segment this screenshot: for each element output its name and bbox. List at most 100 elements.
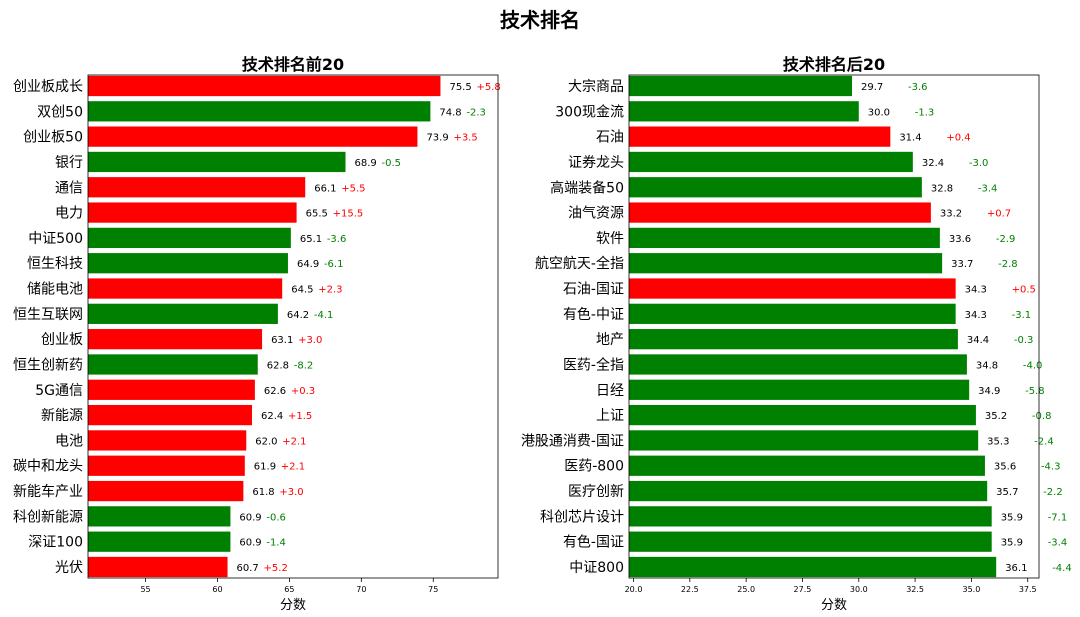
change-label: -2.8	[998, 259, 1018, 270]
bar	[88, 202, 297, 223]
category-label: 高端装备50	[550, 179, 624, 196]
category-label: 科创芯片设计	[540, 509, 624, 525]
x-tick-label: 55	[140, 585, 150, 594]
category-label: 5G通信	[35, 383, 83, 399]
change-label: +0.5	[1012, 285, 1036, 296]
value-label: 34.3	[965, 310, 987, 321]
x-tick-label: 37.5	[1019, 585, 1037, 594]
change-label: -3.0	[969, 158, 989, 169]
value-label: 64.5	[291, 285, 313, 296]
value-label: 64.9	[297, 259, 319, 270]
change-label: -1.4	[266, 538, 286, 549]
bar	[629, 430, 979, 451]
value-label: 34.8	[976, 360, 998, 371]
bar	[629, 531, 992, 552]
value-label: 35.9	[1001, 538, 1023, 549]
bar	[88, 75, 441, 97]
bar	[629, 101, 859, 122]
change-label: -8.2	[294, 360, 314, 371]
change-label: +3.0	[279, 487, 303, 498]
change-label: -0.6	[266, 512, 286, 523]
value-label: 34.4	[967, 335, 989, 346]
change-label: -3.6	[327, 234, 347, 245]
value-label: 62.0	[255, 436, 277, 447]
bar	[629, 303, 956, 324]
category-label: 地产	[596, 332, 624, 348]
change-label: -3.4	[978, 183, 998, 194]
category-label: 恒生创新药	[13, 357, 83, 373]
value-label: 33.6	[949, 234, 971, 245]
value-label: 60.9	[239, 512, 261, 523]
change-label: -6.1	[324, 259, 344, 270]
value-label: 65.5	[306, 209, 328, 220]
change-label: +5.2	[264, 563, 288, 574]
value-label: 29.7	[861, 82, 883, 93]
bar	[629, 556, 997, 578]
value-label: 33.7	[951, 259, 973, 270]
change-label: +0.7	[987, 209, 1011, 220]
category-label: 日经	[596, 383, 624, 399]
x-tick-label: 35.0	[963, 585, 981, 594]
value-label: 60.9	[239, 538, 261, 549]
bar	[88, 151, 346, 173]
category-label: 300现金流	[555, 104, 624, 120]
bar	[629, 75, 853, 97]
change-label: -2.9	[996, 234, 1016, 245]
value-label: 64.2	[287, 310, 309, 321]
chart-title: 技术排名前20	[242, 55, 344, 74]
category-label: 医疗创新	[568, 484, 624, 500]
bar	[88, 126, 418, 147]
value-label: 60.7	[237, 563, 259, 574]
category-label: 深证100	[28, 535, 83, 551]
bar	[629, 480, 988, 502]
x-tick-label: 60	[212, 585, 222, 594]
bar	[88, 506, 231, 527]
bar	[88, 556, 228, 578]
change-label: +3.0	[298, 335, 322, 346]
change-label: -0.8	[1032, 411, 1052, 422]
value-label: 61.9	[254, 462, 276, 473]
category-label: 医药-800	[564, 459, 624, 475]
bar	[88, 480, 244, 502]
chart-title: 技术排名后20	[783, 55, 885, 74]
value-label: 32.4	[922, 158, 944, 169]
category-label: 软件	[596, 231, 624, 247]
bar	[629, 379, 970, 400]
category-label: 石油	[596, 130, 624, 146]
category-label: 油气资源	[568, 206, 624, 222]
category-label: 有色-国证	[563, 534, 624, 551]
x-tick-label: 30.0	[850, 585, 868, 594]
change-label: -7.1	[1048, 512, 1068, 523]
change-label: +3.5	[453, 133, 477, 144]
category-label: 上证	[596, 408, 624, 424]
change-label: +0.4	[946, 133, 970, 144]
bar	[88, 404, 252, 426]
category-label: 恒生科技	[27, 256, 83, 272]
x-tick-label: 32.5	[906, 585, 924, 594]
bar	[629, 253, 943, 274]
x-tick-label: 65	[284, 585, 294, 594]
change-label: +5.5	[341, 183, 365, 194]
change-label: -4.0	[1023, 360, 1043, 371]
x-tick-label: 25.0	[737, 585, 755, 594]
value-label: 35.6	[994, 462, 1016, 473]
value-label: 34.9	[978, 386, 1000, 397]
value-label: 30.0	[868, 107, 890, 118]
bar	[629, 278, 956, 299]
x-axis-label: 分数	[821, 598, 847, 613]
x-tick-label: 20.0	[625, 585, 643, 594]
category-label: 银行	[55, 155, 83, 171]
category-label: 碳中和龙头	[13, 459, 83, 475]
category-label: 证券龙头	[568, 155, 624, 171]
x-tick-label: 75	[428, 585, 438, 594]
value-label: 74.8	[439, 107, 461, 118]
value-label: 62.8	[267, 360, 289, 371]
axes-frame	[87, 74, 499, 579]
change-label: +15.5	[333, 209, 364, 220]
bar	[629, 202, 931, 223]
category-label: 光伏	[55, 560, 83, 576]
category-label: 通信	[55, 180, 83, 196]
value-label: 63.1	[271, 335, 293, 346]
bar	[88, 379, 255, 400]
category-label: 有色-中证	[563, 306, 624, 323]
